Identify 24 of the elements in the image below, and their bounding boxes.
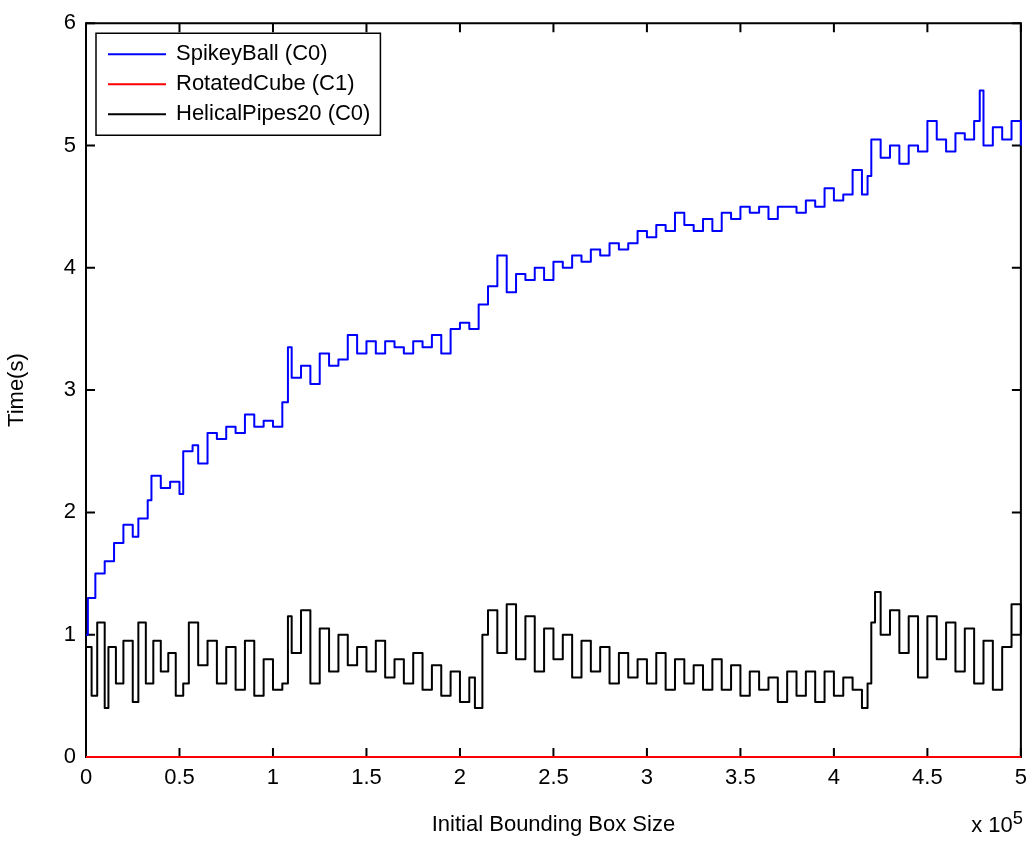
y-tick-label: 0 (63, 743, 76, 769)
y-tick-label: 4 (63, 253, 76, 279)
x-tick-label: 3.5 (725, 764, 756, 790)
y-tick-label: 6 (63, 9, 76, 35)
x-tick-label: 4.5 (912, 764, 943, 790)
y-tick-label: 5 (63, 131, 76, 157)
x-tick-label: 2.5 (538, 764, 569, 790)
y-tick-label: 3 (63, 376, 76, 402)
x-axis-title: Initial Bounding Box Size (431, 810, 676, 836)
x-tick-label: 2 (453, 764, 467, 790)
x-tick-label: 0 (79, 764, 93, 790)
x-tick-label: 1 (266, 764, 280, 790)
legend-label: HelicalPipes20 (C0) (176, 100, 371, 126)
x-tick-label: 5 (1014, 764, 1028, 790)
text: x 10$^{5}$ (971, 806, 1023, 838)
x-tick-label: 0.5 (164, 764, 195, 790)
legend-label: RotatedCube (C1) (176, 70, 355, 96)
x-tick-label: 1.5 (351, 764, 382, 790)
y-axis-title: Time(s) (3, 353, 29, 427)
x-tick-label: 4 (827, 764, 841, 790)
y-tick-label: 2 (63, 498, 76, 524)
y-tick-label: 1 (63, 620, 76, 646)
x-tick-label: 3 (640, 764, 654, 790)
legend-label: SpikeyBall (C0) (176, 40, 328, 66)
